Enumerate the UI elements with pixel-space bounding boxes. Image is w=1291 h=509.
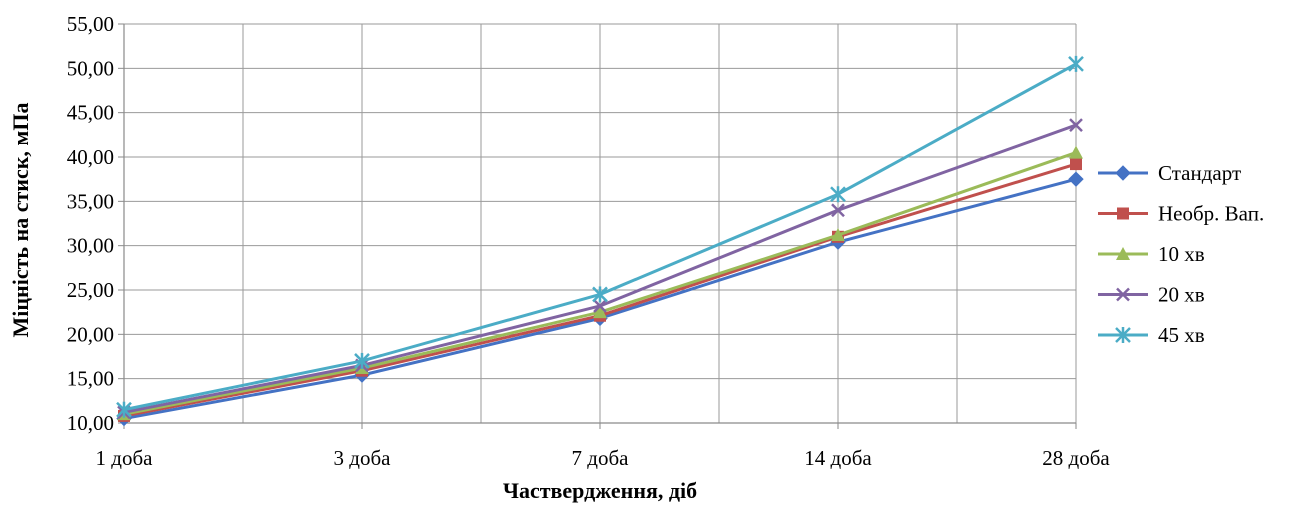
data-point — [1070, 158, 1082, 170]
y-tick-label: 50,00 — [67, 56, 114, 80]
y-tick-label: 35,00 — [67, 189, 114, 213]
data-point — [1069, 172, 1083, 186]
y-tick-label: 30,00 — [67, 234, 114, 258]
legend-item: 45 хв — [1098, 323, 1205, 347]
legend-label: 20 хв — [1158, 283, 1205, 307]
y-tick-label: 40,00 — [67, 145, 114, 169]
y-tick-label: 10,00 — [67, 411, 114, 435]
legend-item: Необр. Вап. — [1098, 202, 1264, 226]
legend-item: 10 хв — [1098, 242, 1205, 266]
data-point — [831, 186, 845, 202]
x-tick-label: 3 доба — [334, 446, 392, 470]
x-tick-label: 7 доба — [572, 446, 630, 470]
data-point — [1069, 146, 1083, 159]
legend-label: Необр. Вап. — [1158, 202, 1264, 226]
y-tick-label: 15,00 — [67, 367, 114, 391]
legend-label: 10 хв — [1158, 242, 1205, 266]
x-axis-title: Частвердження, діб — [503, 478, 697, 503]
legend-item: 20 хв — [1098, 283, 1205, 307]
y-tick-label: 25,00 — [67, 278, 114, 302]
x-tick-label: 1 доба — [96, 446, 154, 470]
x-tick-label: 28 доба — [1042, 446, 1110, 470]
legend-label: Стандарт — [1158, 161, 1241, 185]
data-point — [1069, 56, 1083, 72]
legend-marker — [1116, 166, 1130, 180]
legend-label: 45 хв — [1158, 323, 1205, 347]
legend-item: Стандарт — [1098, 161, 1241, 185]
y-tick-label: 55,00 — [67, 12, 114, 36]
legend: Стандарт Необр. Вап. 10 хв 20 хв 45 хв — [1098, 161, 1264, 347]
legend-marker — [1117, 208, 1129, 220]
y-tick-label: 45,00 — [67, 101, 114, 125]
y-tick-label: 20,00 — [67, 322, 114, 346]
grid-lines — [124, 24, 1076, 423]
x-tick-label: 14 доба — [804, 446, 872, 470]
y-axis-title: Міцність на стиск, мПа — [8, 102, 33, 337]
